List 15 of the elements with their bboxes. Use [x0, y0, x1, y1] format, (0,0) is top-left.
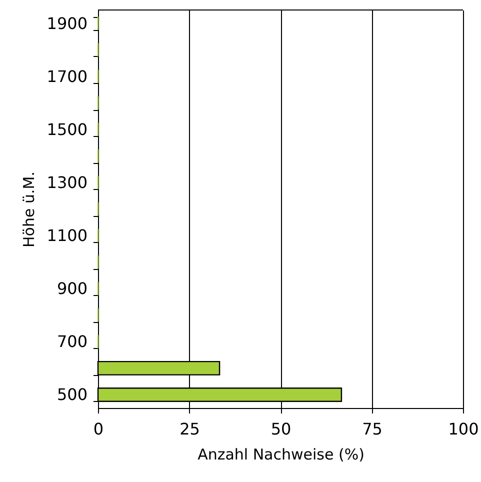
- x-axis-title: Anzahl Nachweise (%): [198, 446, 364, 464]
- x-tick-label: 75: [362, 420, 382, 438]
- x-tick-label: 100: [448, 420, 479, 438]
- y-tick-label: 1900: [46, 14, 88, 33]
- y-tick-label: 700: [56, 332, 88, 352]
- x-tick-label: 25: [180, 420, 200, 438]
- x-tick-label: 0: [93, 420, 104, 438]
- y-tick-label: 1100: [46, 226, 88, 246]
- y-tick-label: 500: [56, 385, 88, 404]
- y-tick-label: 1500: [46, 120, 88, 139]
- y-tick-label: 900: [56, 279, 88, 298]
- y-tick-label: 1300: [46, 172, 88, 192]
- y-axis-title: Höhe ü.M.: [20, 172, 38, 248]
- y-tick-label: 1700: [46, 66, 88, 86]
- x-tick-label: 50: [270, 420, 292, 438]
